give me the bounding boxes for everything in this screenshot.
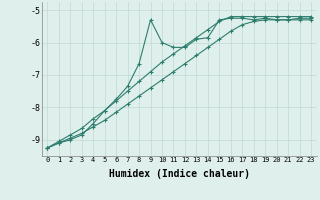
X-axis label: Humidex (Indice chaleur): Humidex (Indice chaleur)	[109, 169, 250, 179]
